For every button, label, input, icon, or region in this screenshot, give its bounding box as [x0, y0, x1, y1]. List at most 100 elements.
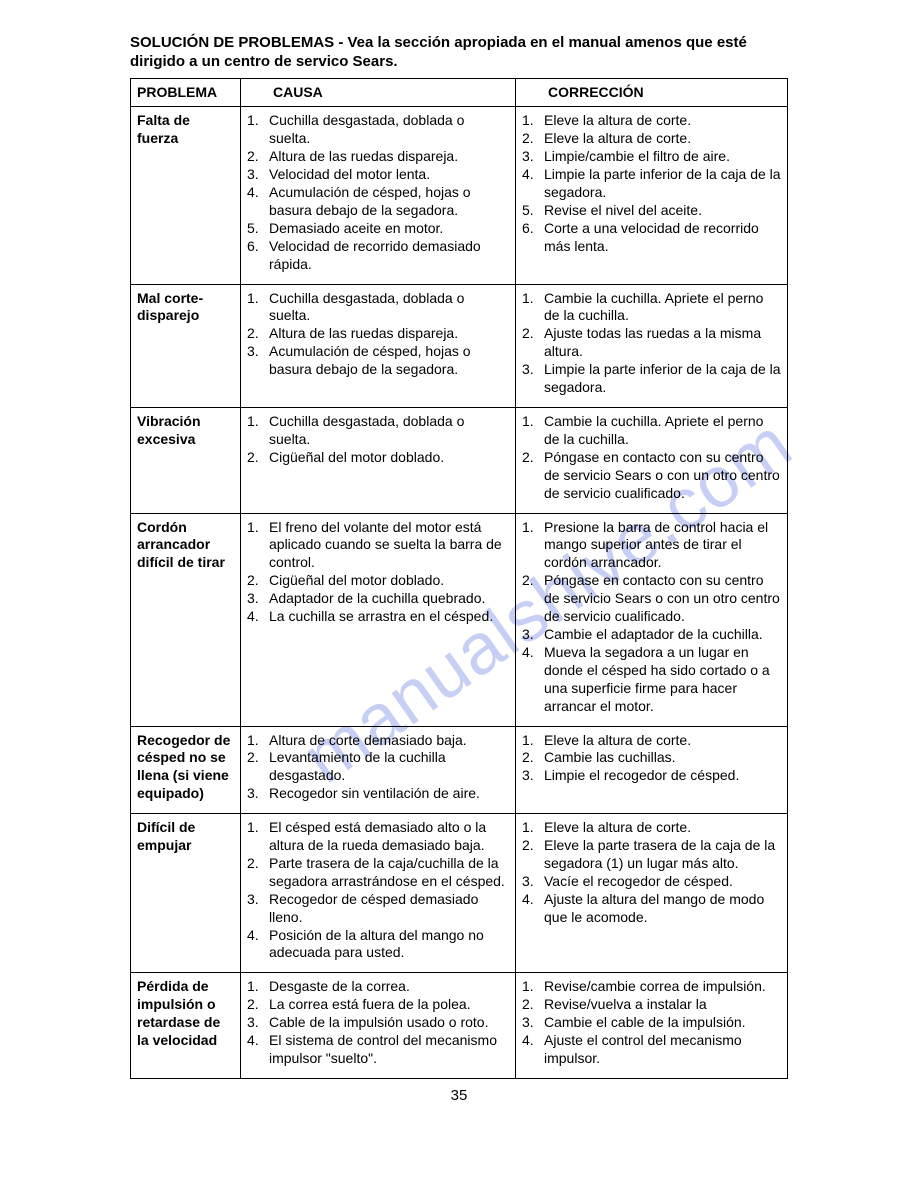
item-number: 2.	[247, 572, 269, 590]
header-correction: CORRECCIÓN	[516, 78, 788, 107]
item-text: Ajuste el control del mecanismo impulsor…	[544, 1032, 781, 1068]
list-item: 2.La correa está fuera de la polea.	[247, 996, 509, 1014]
item-text: Desgaste de la correa.	[269, 978, 509, 996]
item-number: 3.	[247, 166, 269, 184]
item-text: Cuchilla desgastada, doblada o suelta.	[269, 413, 509, 449]
item-text: Cambie el adaptador de la cuchilla.	[544, 626, 781, 644]
list-item: 2.Altura de las ruedas dispareja.	[247, 325, 509, 343]
item-number: 3.	[247, 785, 269, 803]
item-text: Cigüeñal del motor doblado.	[269, 572, 509, 590]
list-item: 1.Revise/cambie correa de impulsión.	[522, 978, 781, 996]
item-number: 5.	[247, 220, 269, 238]
item-text: Presione la barra de control hacia el ma…	[544, 519, 781, 573]
list-item: 2.Ajuste todas las ruedas a la misma alt…	[522, 325, 781, 361]
list-item: 2.Parte trasera de la caja/cuchilla de l…	[247, 855, 509, 891]
list-item: 1.Eleve la altura de corte.	[522, 732, 781, 750]
item-text: Revise el nivel del aceite.	[544, 202, 781, 220]
item-number: 2.	[247, 449, 269, 467]
item-number: 1.	[247, 413, 269, 449]
item-text: Recogedor de césped demasiado lleno.	[269, 891, 509, 927]
item-text: El freno del volante del motor está apli…	[269, 519, 509, 573]
list-item: 1.Cuchilla desgastada, doblada o suelta.	[247, 290, 509, 326]
item-text: Revise/cambie correa de impulsión.	[544, 978, 781, 996]
item-number: 2.	[247, 325, 269, 343]
list-item: 3.Recogedor sin ventilación de aire.	[247, 785, 509, 803]
item-number: 1.	[522, 290, 544, 326]
list-item: 1.Eleve la altura de corte.	[522, 819, 781, 837]
correction-cell: 1.Eleve la altura de corte.2.Eleve la al…	[516, 107, 788, 284]
item-number: 1.	[247, 112, 269, 148]
item-text: Levantamiento de la cuchilla desgastado.	[269, 749, 509, 785]
list-item: 1.El freno del volante del motor está ap…	[247, 519, 509, 573]
item-number: 2.	[522, 749, 544, 767]
item-text: Póngase en contacto con su centro de ser…	[544, 449, 781, 503]
list-item: 4.Limpie la parte inferior de la caja de…	[522, 166, 781, 202]
list-item: 2.Levantamiento de la cuchilla desgastad…	[247, 749, 509, 785]
table-row: Vibración excesiva1.Cuchilla desgastada,…	[131, 408, 788, 514]
list-item: 3.Recogedor de césped demasiado lleno.	[247, 891, 509, 927]
item-number: 1.	[247, 519, 269, 573]
item-text: Póngase en contacto con su centro de ser…	[544, 572, 781, 626]
item-number: 3.	[247, 891, 269, 927]
item-text: Limpie la parte inferior de la caja de l…	[544, 166, 781, 202]
correction-cell: 1.Eleve la altura de corte.2.Cambie las …	[516, 726, 788, 814]
item-text: Recogedor sin ventilación de aire.	[269, 785, 509, 803]
item-text: Eleve la altura de corte.	[544, 112, 781, 130]
cause-cell: 1.Altura de corte demasiado baja.2.Levan…	[241, 726, 516, 814]
item-number: 4.	[522, 1032, 544, 1068]
problem-cell: Vibración excesiva	[131, 408, 241, 514]
item-number: 2.	[247, 148, 269, 166]
item-number: 4.	[522, 166, 544, 202]
item-text: Demasiado aceite en motor.	[269, 220, 509, 238]
item-number: 1.	[247, 978, 269, 996]
item-number: 2.	[522, 837, 544, 873]
problem-cell: Pérdida de impulsión o retardase de la v…	[131, 973, 241, 1079]
item-number: 6.	[247, 238, 269, 274]
table-body: Falta de fuerza1.Cuchilla desgastada, do…	[131, 107, 788, 1079]
list-item: 3.Adaptador de la cuchilla quebrado.	[247, 590, 509, 608]
item-number: 2.	[247, 996, 269, 1014]
item-number: 2.	[522, 449, 544, 503]
table-row: Difícil de empujar1.El césped está demas…	[131, 814, 788, 973]
table-row: Falta de fuerza1.Cuchilla desgastada, do…	[131, 107, 788, 284]
item-number: 1.	[247, 290, 269, 326]
list-item: 3.Cambie el cable de la impulsión.	[522, 1014, 781, 1032]
item-text: Cambie la cuchilla. Apriete el perno de …	[544, 290, 781, 326]
list-item: 4.La cuchilla se arrastra en el césped.	[247, 608, 509, 626]
list-item: 4.Ajuste la altura del mango de modo que…	[522, 891, 781, 927]
list-item: 2.Eleve la parte trasera de la caja de l…	[522, 837, 781, 873]
header-cause: CAUSA	[241, 78, 516, 107]
item-text: Velocidad de recorrido demasiado rápida.	[269, 238, 509, 274]
item-number: 3.	[522, 626, 544, 644]
correction-cell: 1.Eleve la altura de corte.2.Eleve la pa…	[516, 814, 788, 973]
item-text: Adaptador de la cuchilla quebrado.	[269, 590, 509, 608]
problem-cell: Mal corte-disparejo	[131, 284, 241, 407]
item-number: 2.	[247, 855, 269, 891]
item-number: 1.	[522, 112, 544, 130]
list-item: 5.Revise el nivel del aceite.	[522, 202, 781, 220]
item-number: 3.	[522, 148, 544, 166]
item-number: 4.	[247, 184, 269, 220]
troubleshooting-table: PROBLEMA CAUSA CORRECCIÓN Falta de fuerz…	[130, 78, 788, 1079]
cause-cell: 1.El freno del volante del motor está ap…	[241, 513, 516, 726]
item-number: 1.	[522, 732, 544, 750]
list-item: 3.Limpie el recogedor de césped.	[522, 767, 781, 785]
list-item: 4.Mueva la segadora a un lugar en donde …	[522, 644, 781, 716]
list-item: 3.Cable de la impulsión usado o roto.	[247, 1014, 509, 1032]
list-item: 2.Revise/vuelva a instalar la	[522, 996, 781, 1014]
table-header-row: PROBLEMA CAUSA CORRECCIÓN	[131, 78, 788, 107]
item-text: Revise/vuelva a instalar la	[544, 996, 781, 1014]
list-item: 4.Posición de la altura del mango no ade…	[247, 927, 509, 963]
cause-cell: 1.Cuchilla desgastada, doblada o suelta.…	[241, 408, 516, 514]
item-text: Eleve la parte trasera de la caja de la …	[544, 837, 781, 873]
item-text: Acumulación de césped, hojas o basura de…	[269, 343, 509, 379]
item-number: 1.	[522, 819, 544, 837]
list-item: 2.Altura de las ruedas dispareja.	[247, 148, 509, 166]
item-text: Parte trasera de la caja/cuchilla de la …	[269, 855, 509, 891]
problem-cell: Difícil de empujar	[131, 814, 241, 973]
correction-cell: 1.Cambie la cuchilla. Apriete el perno d…	[516, 408, 788, 514]
list-item: 5.Demasiado aceite en motor.	[247, 220, 509, 238]
table-row: Cordón arrancador difícil de tirar1.El f…	[131, 513, 788, 726]
item-number: 3.	[522, 361, 544, 397]
page-title: SOLUCIÓN DE PROBLEMAS - Vea la sección a…	[130, 34, 788, 72]
